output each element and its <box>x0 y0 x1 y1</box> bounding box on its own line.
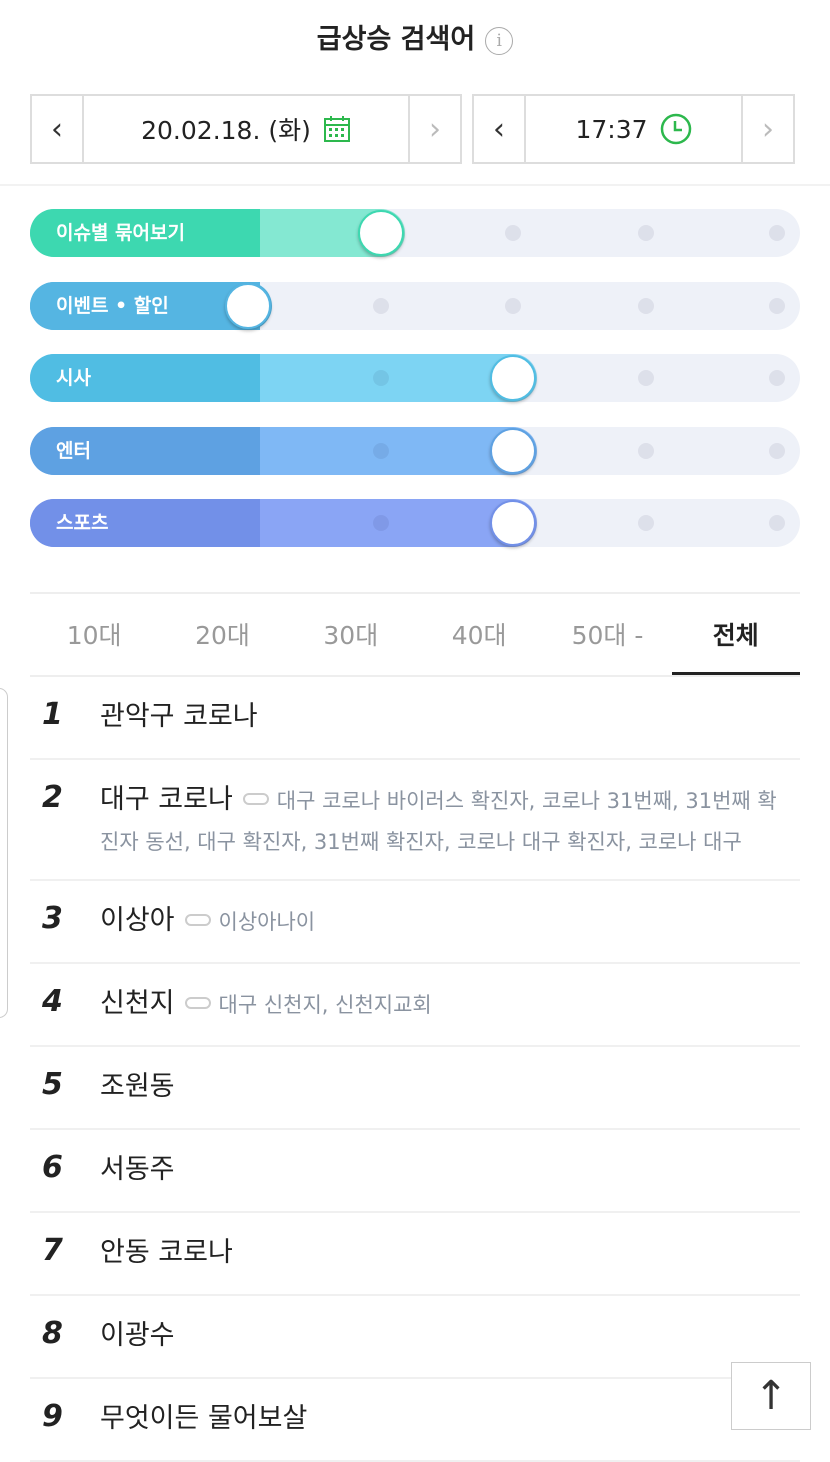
slider-step[interactable] <box>373 370 389 386</box>
time-value[interactable]: 17:37 <box>575 114 648 144</box>
slider-label: 시사 <box>30 354 260 402</box>
rank: 9 <box>42 1399 63 1434</box>
tab-age[interactable]: 10대 <box>66 621 122 650</box>
keyword[interactable]: 서동주 <box>100 1154 175 1185</box>
page-title: 급상승 검색어 i <box>0 20 830 60</box>
slider-step[interactable] <box>769 370 785 386</box>
keyword[interactable]: 안동 코로나 <box>100 1237 233 1268</box>
tab-age[interactable]: 20대 <box>195 621 250 650</box>
info-icon[interactable]: i <box>485 26 514 55</box>
slider-step[interactable] <box>769 297 785 314</box>
keyword-row[interactable]: 5 조원동 <box>30 1047 800 1130</box>
category-slider[interactable]: 스포츠 <box>30 499 800 547</box>
related-keywords[interactable]: 이상아나이 <box>218 910 316 934</box>
slider-step[interactable] <box>505 225 521 241</box>
keyword[interactable]: 무엇이든 물어보살 <box>100 1403 308 1434</box>
keyword[interactable]: 이광수 <box>100 1320 175 1351</box>
slider-label: 이벤트 • 할인 <box>30 281 260 330</box>
slider-label: 엔터 <box>30 426 260 475</box>
tab-age[interactable]: 40대 <box>451 621 507 650</box>
related-keywords[interactable]: 대구 신천지, 신천지교회 <box>218 993 432 1017</box>
prev-date-button[interactable]: ‹ <box>51 111 63 147</box>
keyword[interactable]: 이상아 <box>100 905 175 936</box>
slider-knob[interactable] <box>490 500 536 546</box>
slider-step[interactable] <box>373 515 389 531</box>
rank: 8 <box>42 1316 63 1351</box>
keyword-row[interactable]: 6 서동주 <box>30 1130 800 1213</box>
rank: 1 <box>42 697 63 732</box>
slider-step[interactable] <box>638 442 654 459</box>
time-picker: ‹ 17:37 › <box>472 94 795 164</box>
age-tabs: 10대 20대 30대 40대 50대 - 전체 <box>30 592 800 677</box>
slider-step[interactable] <box>769 442 785 459</box>
slider-step[interactable] <box>373 297 389 314</box>
rank: 4 <box>42 984 63 1019</box>
keyword-row[interactable]: 4 신천지 대구 신천지, 신천지교회 <box>30 964 800 1047</box>
slider-knob[interactable] <box>490 427 536 474</box>
date-picker: ‹ 20.02.18. (화) › <box>30 94 462 164</box>
clock-icon[interactable] <box>660 113 692 145</box>
keyword-row[interactable]: 7 안동 코로나 <box>30 1213 800 1296</box>
divider <box>0 184 830 186</box>
slider-step[interactable] <box>505 297 521 314</box>
slider-step[interactable] <box>769 225 785 241</box>
keyword[interactable]: 관악구 코로나 <box>100 701 258 732</box>
keyword[interactable]: 신천지 <box>100 988 175 1019</box>
slider-label: 이슈별 묶어보기 <box>30 209 260 257</box>
rank: 7 <box>42 1233 63 1268</box>
keyword-row[interactable]: 3 이상아 이상아나이 <box>30 881 800 964</box>
date-value[interactable]: 20.02.18. (화) <box>141 116 311 145</box>
slider-knob[interactable] <box>358 210 404 256</box>
slider-step[interactable] <box>638 370 654 386</box>
rank: 6 <box>42 1150 63 1185</box>
category-slider[interactable]: 이벤트 • 할인 <box>30 281 800 330</box>
slider-knob[interactable] <box>490 355 536 401</box>
category-slider[interactable]: 엔터 <box>30 426 800 475</box>
category-slider[interactable]: 이슈별 묶어보기 <box>30 209 800 257</box>
rank: 5 <box>42 1067 63 1102</box>
scroll-top-button[interactable]: ↑ <box>731 1362 811 1430</box>
slider-label: 스포츠 <box>30 499 260 547</box>
slider-step[interactable] <box>769 515 785 531</box>
side-panel-edge <box>0 688 8 1018</box>
next-time-button[interactable]: › <box>762 111 774 147</box>
keyword[interactable]: 조원동 <box>100 1071 175 1102</box>
rank: 3 <box>42 901 63 936</box>
slider-step[interactable] <box>638 515 654 531</box>
category-slider[interactable]: 시사 <box>30 354 800 402</box>
prev-time-button[interactable]: ‹ <box>493 111 505 147</box>
related-keywords[interactable]: 대구 코로나 바이러스 확진자, 코로나 31번째, 31번째 확진자 동선, … <box>100 789 777 854</box>
keyword-row[interactable]: 1 관악구 코로나 <box>30 677 800 760</box>
keyword-row[interactable]: 2 대구 코로나 대구 코로나 바이러스 확진자, 코로나 31번째, 31번째 확… <box>30 760 800 881</box>
slider-step[interactable] <box>373 442 389 459</box>
tab-age[interactable]: 30대 <box>323 621 379 650</box>
calendar-icon[interactable] <box>323 115 351 143</box>
arrow-up-icon: ↑ <box>754 1373 788 1419</box>
slider-knob[interactable] <box>225 282 271 329</box>
slider-step[interactable] <box>638 225 654 241</box>
keyword[interactable]: 대구 코로나 <box>100 784 233 815</box>
tab-age[interactable]: 50대 - <box>571 621 644 650</box>
tab-age[interactable]: 전체 <box>671 594 800 675</box>
next-date-button[interactable]: › <box>429 111 441 147</box>
link-icon <box>184 996 211 1009</box>
keyword-row[interactable]: 8 이광수 <box>30 1296 800 1379</box>
rank: 2 <box>42 780 63 815</box>
link-icon <box>242 792 269 805</box>
link-icon <box>184 913 211 926</box>
slider-step[interactable] <box>638 297 654 314</box>
